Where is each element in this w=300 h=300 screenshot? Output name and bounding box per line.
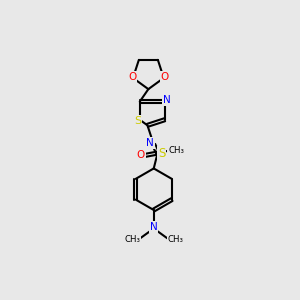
- Text: S: S: [134, 116, 141, 125]
- Text: CH₃: CH₃: [168, 146, 184, 155]
- Text: O: O: [128, 72, 136, 82]
- Text: O: O: [160, 72, 169, 82]
- Text: N: N: [163, 95, 171, 105]
- Text: CH₃: CH₃: [167, 235, 183, 244]
- Text: CH₃: CH₃: [124, 235, 140, 244]
- Text: N: N: [146, 138, 154, 148]
- Text: S: S: [158, 146, 165, 160]
- Text: O: O: [136, 150, 145, 160]
- Text: N: N: [150, 222, 158, 232]
